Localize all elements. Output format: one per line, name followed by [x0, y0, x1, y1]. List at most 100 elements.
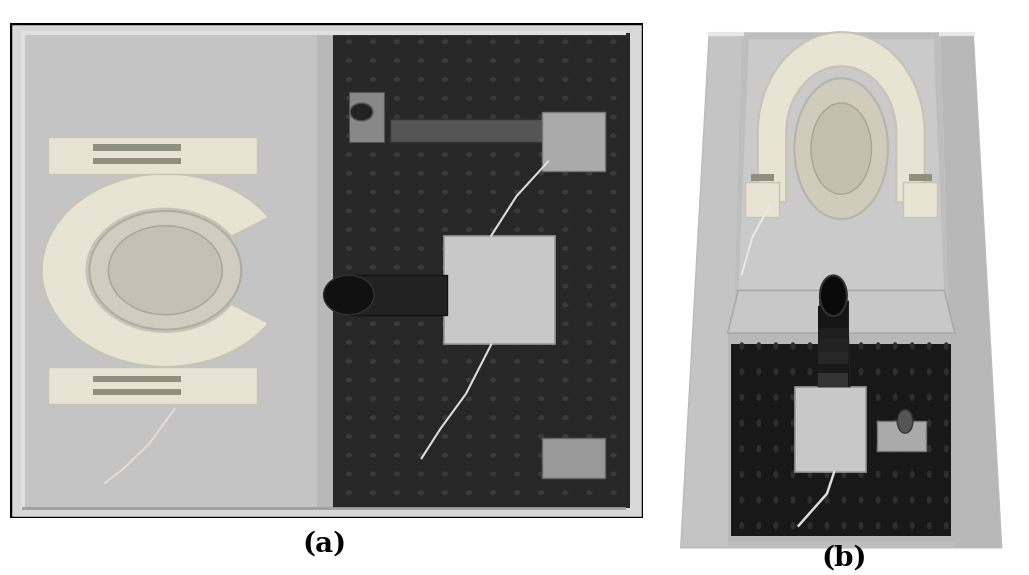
Bar: [542, 438, 605, 478]
Bar: [909, 174, 931, 181]
Circle shape: [418, 171, 424, 176]
Circle shape: [587, 95, 593, 101]
Bar: [23, 33, 320, 508]
Circle shape: [808, 496, 813, 504]
Bar: [877, 421, 926, 451]
Circle shape: [858, 368, 863, 375]
Circle shape: [514, 453, 521, 458]
Circle shape: [346, 190, 352, 194]
Circle shape: [897, 409, 913, 433]
Circle shape: [538, 283, 544, 289]
Circle shape: [514, 302, 521, 308]
Circle shape: [418, 58, 424, 63]
Circle shape: [441, 321, 449, 326]
Circle shape: [610, 434, 616, 439]
Text: (a): (a): [303, 531, 346, 558]
Circle shape: [587, 302, 593, 308]
Circle shape: [490, 227, 496, 232]
Circle shape: [394, 453, 400, 458]
Circle shape: [538, 302, 544, 308]
Circle shape: [441, 58, 449, 63]
Circle shape: [514, 246, 521, 251]
Bar: [349, 92, 384, 141]
Circle shape: [893, 522, 897, 530]
Circle shape: [538, 415, 544, 420]
Circle shape: [790, 445, 795, 453]
Circle shape: [790, 393, 795, 401]
Circle shape: [587, 133, 593, 138]
Circle shape: [820, 275, 847, 316]
Circle shape: [876, 445, 881, 453]
Circle shape: [490, 396, 496, 401]
Circle shape: [842, 368, 847, 375]
Circle shape: [739, 470, 744, 478]
Circle shape: [394, 378, 400, 382]
Circle shape: [587, 152, 593, 157]
Circle shape: [418, 190, 424, 194]
Circle shape: [466, 453, 472, 458]
Circle shape: [610, 265, 616, 270]
Circle shape: [774, 342, 778, 350]
Circle shape: [466, 265, 472, 270]
Circle shape: [538, 209, 544, 213]
Circle shape: [562, 190, 568, 194]
Circle shape: [893, 496, 897, 504]
Polygon shape: [818, 301, 850, 386]
Bar: [542, 112, 605, 171]
Circle shape: [514, 114, 521, 120]
Circle shape: [394, 95, 400, 101]
Circle shape: [441, 95, 449, 101]
Circle shape: [538, 152, 544, 157]
Circle shape: [756, 393, 761, 401]
Circle shape: [538, 378, 544, 382]
Circle shape: [876, 470, 881, 478]
Polygon shape: [728, 333, 955, 542]
Circle shape: [610, 152, 616, 157]
Circle shape: [441, 415, 449, 420]
Circle shape: [369, 453, 376, 458]
Circle shape: [514, 39, 521, 44]
Circle shape: [441, 434, 449, 439]
Circle shape: [418, 209, 424, 213]
Circle shape: [466, 171, 472, 176]
Circle shape: [514, 152, 521, 157]
Circle shape: [562, 39, 568, 44]
Circle shape: [610, 114, 616, 120]
Circle shape: [490, 453, 496, 458]
Circle shape: [756, 445, 761, 453]
Circle shape: [466, 190, 472, 194]
Circle shape: [944, 393, 949, 401]
Circle shape: [441, 453, 449, 458]
Circle shape: [490, 246, 496, 251]
Circle shape: [587, 340, 593, 345]
Circle shape: [790, 470, 795, 478]
Circle shape: [466, 246, 472, 251]
Circle shape: [842, 419, 847, 427]
Circle shape: [369, 114, 376, 120]
Circle shape: [808, 342, 813, 350]
Circle shape: [418, 359, 424, 364]
Circle shape: [394, 77, 400, 82]
Circle shape: [369, 95, 376, 101]
Circle shape: [346, 490, 352, 495]
Circle shape: [587, 114, 593, 120]
Circle shape: [739, 342, 744, 350]
Circle shape: [394, 114, 400, 120]
Circle shape: [466, 472, 472, 477]
Bar: [751, 174, 774, 181]
Circle shape: [441, 39, 449, 44]
Circle shape: [790, 342, 795, 350]
Circle shape: [394, 490, 400, 495]
Circle shape: [562, 378, 568, 382]
Circle shape: [739, 393, 744, 401]
Circle shape: [858, 496, 863, 504]
Circle shape: [774, 522, 778, 530]
Circle shape: [466, 133, 472, 138]
Circle shape: [562, 453, 568, 458]
Circle shape: [562, 472, 568, 477]
Circle shape: [808, 522, 813, 530]
Circle shape: [927, 496, 931, 504]
Circle shape: [418, 434, 424, 439]
Circle shape: [394, 227, 400, 232]
Circle shape: [562, 114, 568, 120]
